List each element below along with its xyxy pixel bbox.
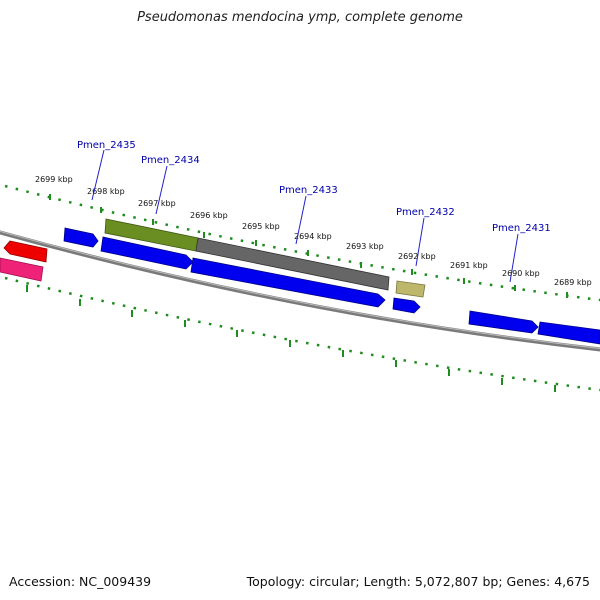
gene-label-pmen-2431[interactable]: Pmen_2431: [492, 223, 551, 234]
gene-leader-line: [91, 149, 105, 201]
gene-label-pmen-2435[interactable]: Pmen_2435: [77, 140, 136, 151]
gene-leader-line: [509, 233, 519, 283]
map-title: Pseudomonas mendocina ymp, complete geno…: [137, 10, 463, 25]
gene-leader-line: [155, 165, 168, 215]
gene-label-pmen-2432[interactable]: Pmen_2432: [396, 207, 455, 218]
gene-cds[interactable]: [537, 321, 600, 345]
kbp-label: 2696 kbp: [190, 211, 228, 220]
gene-red[interactable]: [3, 240, 48, 263]
accession-text: Accession: NC_009439: [9, 574, 152, 589]
kbp-label: 2699 kbp: [35, 175, 73, 184]
genome-backbone: [0, 230, 600, 352]
kbp-label: 2697 kbp: [138, 199, 176, 208]
gene-label-pmen-2433[interactable]: Pmen_2433: [279, 185, 338, 196]
lower-major-ticks: [26, 285, 556, 392]
genome-summary-text: Topology: circular; Length: 5,072,807 bp…: [246, 574, 590, 589]
kbp-label: 2690 kbp: [502, 269, 540, 278]
kbp-label: 2691 kbp: [450, 261, 488, 270]
upper-major-ticks: [49, 194, 568, 298]
gene-cds[interactable]: [63, 227, 99, 248]
kbp-label: 2692 kbp: [398, 252, 436, 261]
gene-grey[interactable]: [195, 237, 390, 291]
gene-leader-line: [415, 217, 425, 267]
gene-leader-line: [295, 195, 307, 245]
gene-khaki[interactable]: [395, 280, 426, 298]
gene-cds[interactable]: [190, 257, 386, 308]
kbp-label: 2689 kbp: [554, 278, 592, 287]
kbp-label: 2695 kbp: [242, 222, 280, 231]
gene-label-pmen-2434[interactable]: Pmen_2434: [141, 155, 200, 166]
gene-cds[interactable]: [392, 297, 421, 314]
lower-scale-ring: [4, 276, 600, 392]
kbp-label: 2694 kbp: [294, 232, 332, 241]
gene-cds[interactable]: [468, 310, 539, 334]
kbp-label: 2698 kbp: [87, 187, 125, 196]
kbp-label: 2693 kbp: [346, 242, 384, 251]
gene-cds[interactable]: [100, 236, 194, 270]
gene-pink[interactable]: [0, 257, 44, 282]
